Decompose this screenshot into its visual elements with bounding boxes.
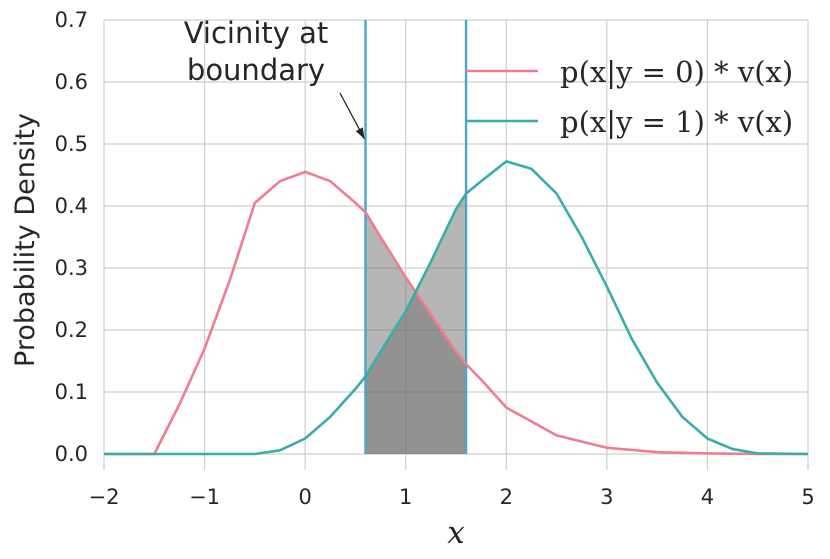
annotation-line-1: Vicinity at: [184, 16, 329, 50]
y-tick-label: 0.7: [55, 8, 88, 32]
legend-label-class-1: p(x|y = 1) * v(x): [560, 105, 793, 139]
shaded-region: [365, 193, 467, 454]
y-tick-label: 0.4: [55, 194, 88, 218]
series-line-class-0: [104, 170, 808, 456]
annotation-line-2: boundary: [187, 53, 325, 87]
x-tick-label: 1: [399, 485, 412, 509]
y-tick-label: 0.3: [55, 256, 88, 280]
series-line-class-1: [104, 160, 809, 456]
x-tick-label: 5: [801, 485, 814, 509]
x-tick-label: −1: [189, 485, 220, 509]
y-tick-label: 0.2: [55, 318, 88, 342]
y-tick-label: 0.0: [55, 442, 88, 466]
shaded-area-class-1: [365, 193, 467, 454]
x-tick-label: 4: [701, 485, 714, 509]
x-tick-label: −2: [89, 485, 120, 509]
y-tick-label: 0.6: [55, 70, 88, 94]
y-tick-label: 0.1: [55, 380, 88, 404]
tick-labels: −2 −1 0 1 2 3 4 5 0.0 0.1 0.2 0.3 0.4 0.5 0.6 0.7: [55, 8, 815, 509]
y-tick-label: 0.5: [55, 132, 88, 156]
y-axis-label: Probability Density: [10, 113, 41, 367]
legend: p(x|y = 0) * v(x) p(x|y = 1) * v(x): [466, 55, 793, 139]
x-tick-label: 0: [298, 485, 311, 509]
x-tick-label: 3: [600, 485, 613, 509]
annotation-arrowhead: [355, 127, 365, 139]
series-lines: [104, 160, 809, 456]
annotation: Vicinity at boundary: [184, 16, 366, 140]
x-tick-label: 2: [500, 485, 513, 509]
boundary-lines: [364, 20, 468, 454]
legend-label-class-0: p(x|y = 0) * v(x): [560, 55, 793, 89]
x-axis-label: x: [447, 515, 465, 551]
